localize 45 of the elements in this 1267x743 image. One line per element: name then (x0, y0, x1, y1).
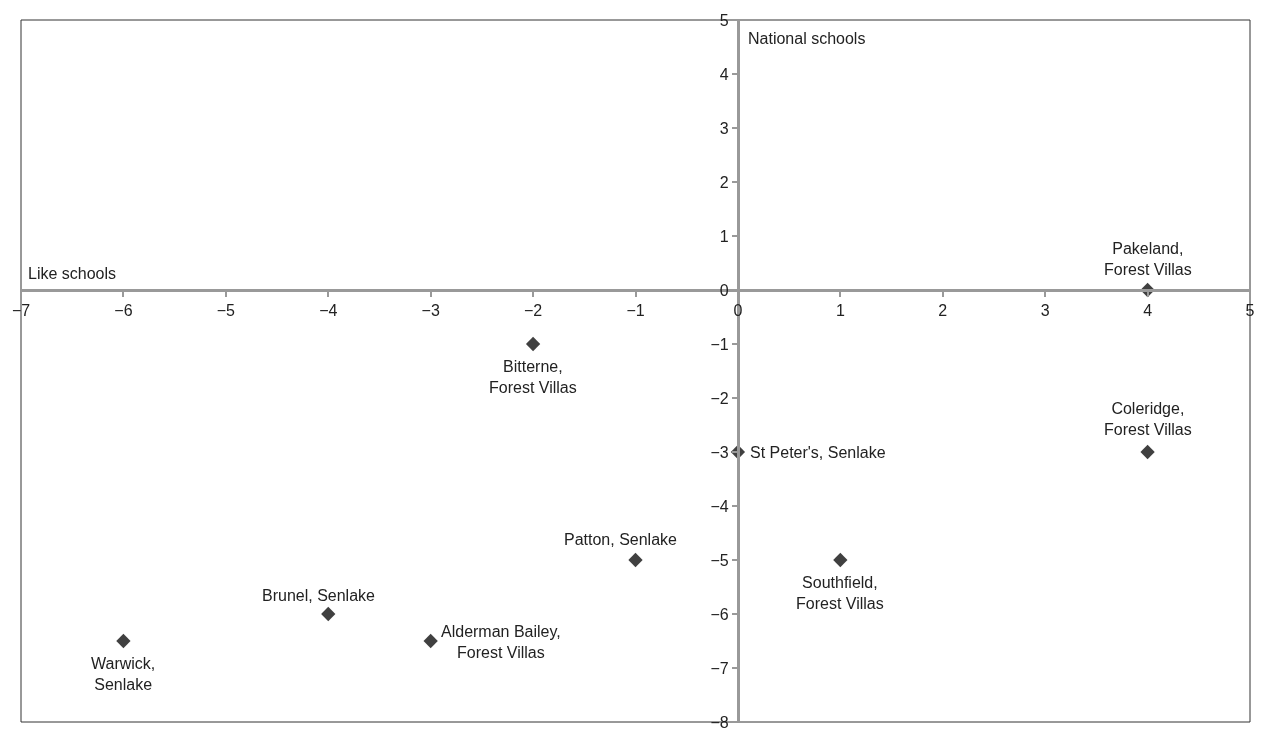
y-tick-label: 1 (719, 227, 729, 245)
point (321, 606, 336, 622)
x-tick-label: 4 (1143, 302, 1153, 320)
annotation: Warwick, Senlake (91, 655, 156, 693)
y-tick-label: −7 (710, 659, 729, 677)
y-tick-label: 5 (719, 11, 729, 29)
point (628, 552, 643, 568)
x-tick-label: 3 (1040, 302, 1050, 320)
point (833, 552, 848, 568)
point (116, 633, 131, 649)
y-tick-label: −2 (710, 389, 729, 407)
x-tick-label: −7 (11, 302, 31, 320)
y-tick-label: 3 (719, 119, 729, 137)
point (1140, 444, 1155, 460)
y-tick-label: −8 (710, 713, 729, 731)
annotation: Patton, Senlake (564, 531, 678, 548)
x-tick-label: 0 (733, 302, 743, 320)
y-tick-label: −4 (710, 497, 729, 515)
x-tick-label: −3 (421, 302, 440, 320)
x-axis-title: Like schools (28, 265, 117, 282)
y-tick-label: −1 (710, 335, 729, 353)
x-tick-label: −6 (114, 302, 133, 320)
y-tick-label: −5 (710, 551, 729, 569)
point (525, 336, 541, 352)
x-tick-label: 5 (1245, 302, 1255, 320)
x-tick-label: 2 (938, 302, 948, 320)
point (423, 633, 438, 649)
y-tick-label: 2 (719, 173, 729, 191)
y-tick-label: 0 (719, 281, 729, 299)
annotation: St Peter's, Senlake (750, 444, 886, 461)
x-tick-label: −1 (626, 302, 645, 320)
y-tick-label: −3 (710, 443, 729, 461)
x-tick-label: −4 (319, 302, 338, 320)
y-tick-label: 4 (719, 65, 729, 83)
annotation: Coleridge, Forest Villas (1104, 400, 1192, 438)
x-tick-label: −5 (216, 302, 236, 320)
annotation: Bitterne, Forest Villas (489, 358, 577, 396)
annotation: Pakeland, Forest Villas (1104, 240, 1192, 278)
y-tick-label: −6 (710, 605, 729, 623)
y-axis-title: National schools (748, 30, 866, 47)
annotation: Southfield, Forest Villas (796, 574, 884, 612)
x-tick-label: 1 (835, 302, 845, 320)
x-tick-label: −2 (523, 302, 543, 320)
annotation: Brunel, Senlake (262, 587, 376, 604)
annotation: Alderman Bailey, Forest Villas (441, 623, 561, 661)
